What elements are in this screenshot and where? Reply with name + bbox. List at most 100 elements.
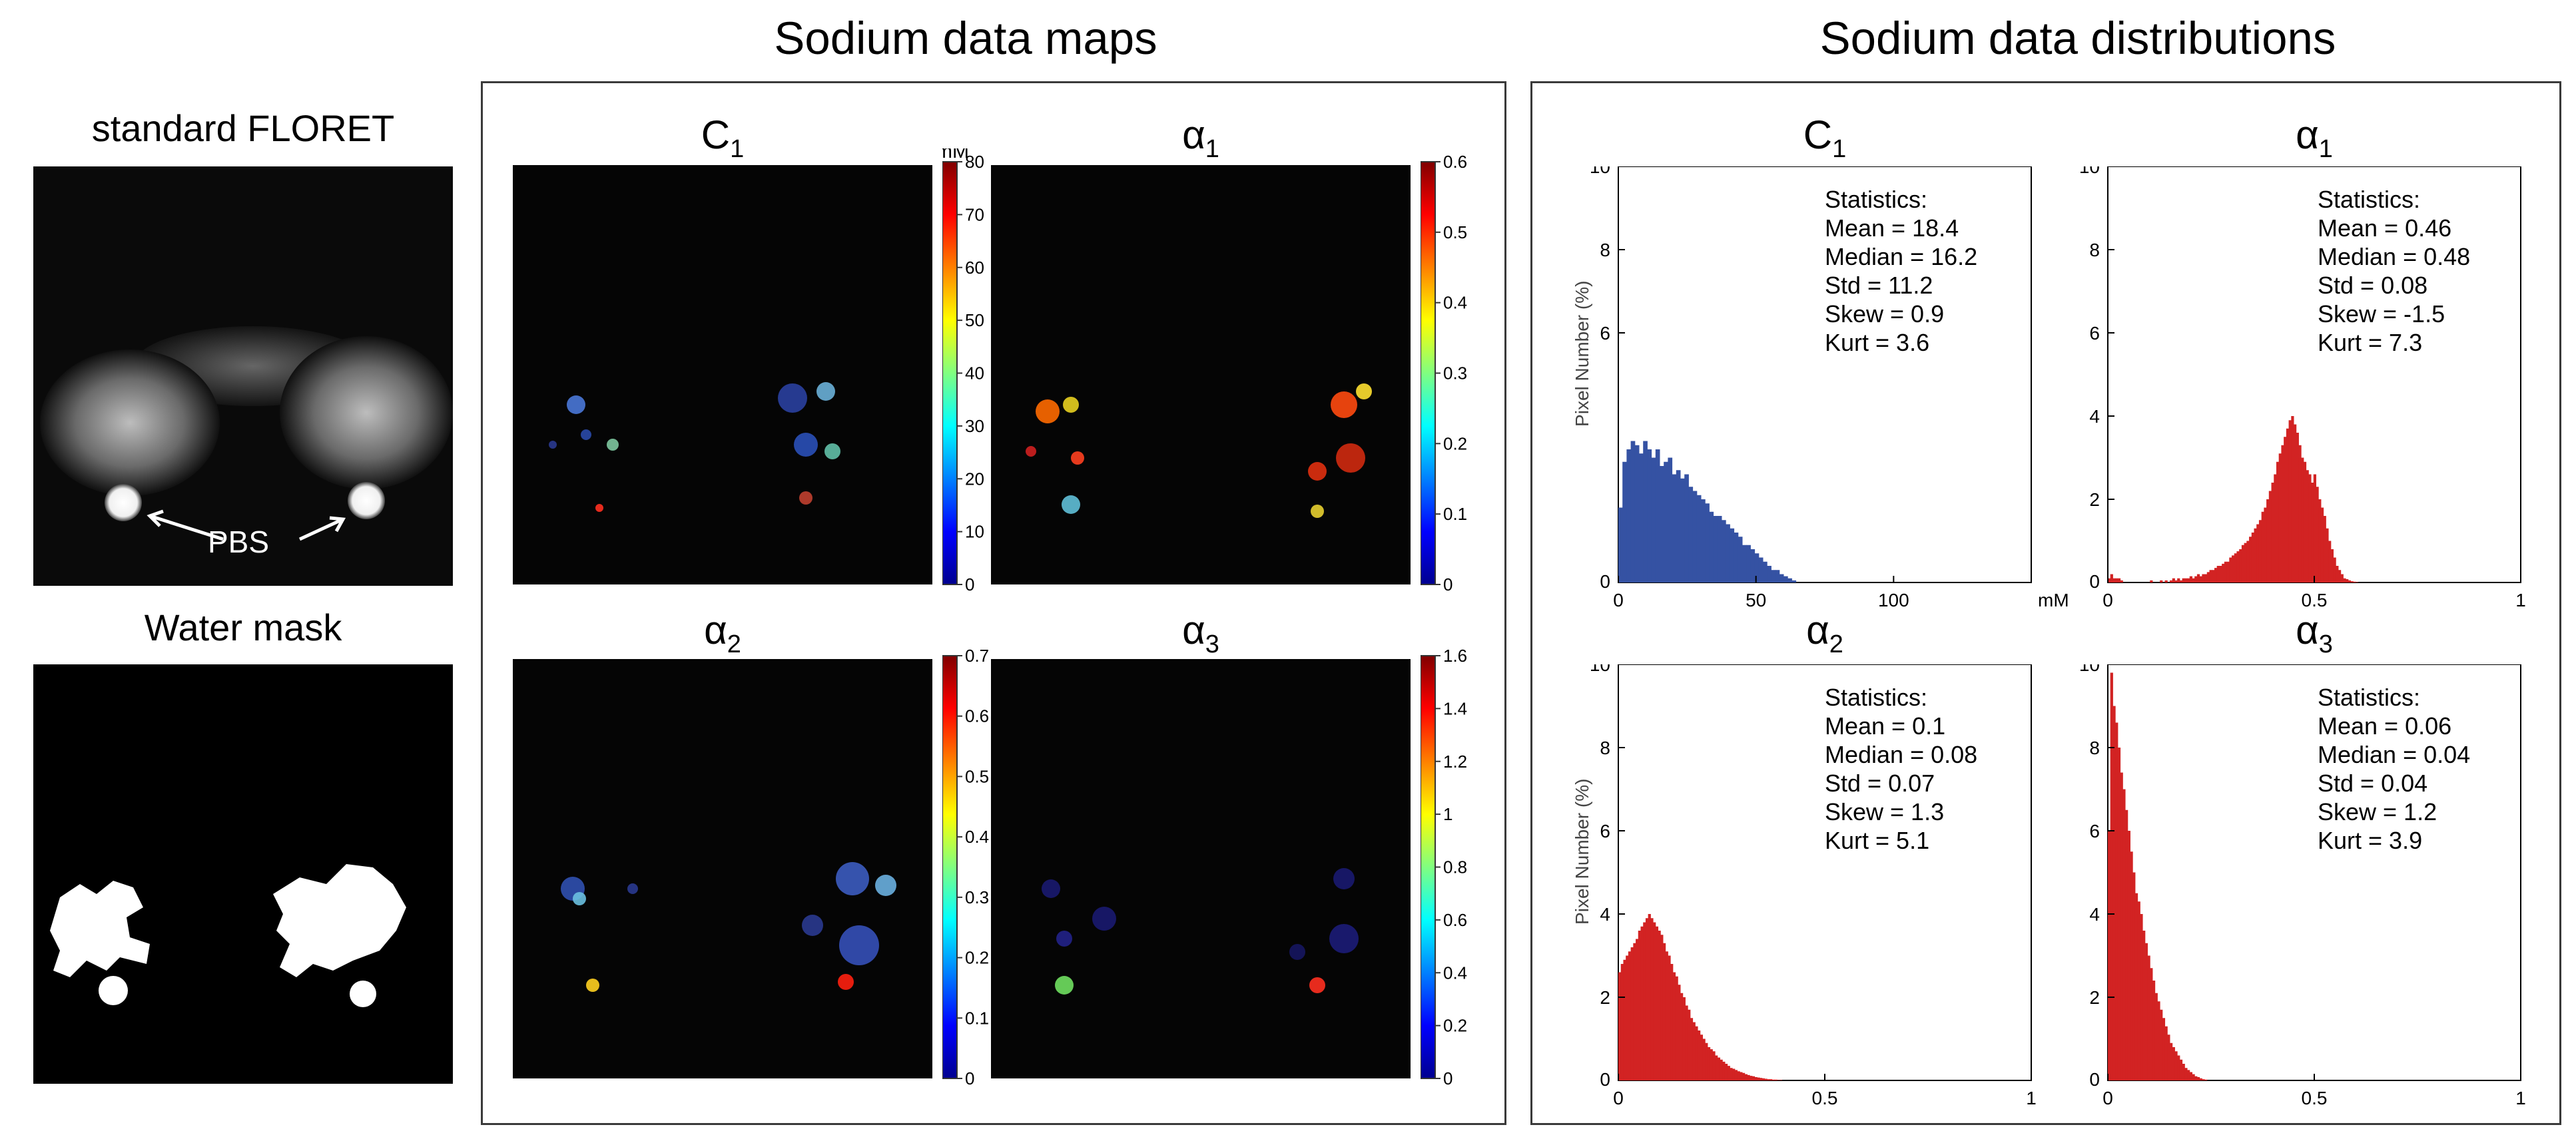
histogram-bar [1623,959,1626,1080]
histogram-bar [1626,449,1632,582]
colorbar-0: 80 70 60 50 40 30 20 10 0 mM [942,148,984,594]
histogram-bar [2232,555,2235,582]
map-region [802,915,823,936]
mask-title: Water mask [144,606,342,648]
colorbar-tick: 0 [965,1068,974,1088]
sodium-map-1 [991,165,1411,584]
histogram-bar [1660,935,1664,1080]
stats-line: Mean = 18.4 [1825,214,1959,242]
histogram-bar [1724,1064,1728,1080]
histogram-bar [1732,1068,1736,1080]
sodium-map-svg [991,165,1411,584]
colorbar-tick: 0.1 [1443,504,1467,524]
histogram-bar [1692,1022,1696,1080]
stats-header: Statistics: [2318,186,2420,213]
histogram-bar [1643,441,1648,582]
histogram-bar [1684,474,1689,582]
histogram-bar [1633,943,1636,1080]
panel-title-main: α [704,608,727,652]
histogram-bar [2170,580,2173,582]
histogram-bar [1630,441,1636,582]
y-tick-label: 8 [2089,240,2100,260]
y-tick-label: 8 [2089,738,2100,758]
map-region [549,441,557,449]
histogram-bar [2326,528,2329,582]
histogram-bar [2117,748,2121,1080]
panel-title-subscript: 2 [1829,630,1843,658]
histogram-bar [2164,1026,2168,1080]
map-region [1026,446,1036,457]
histogram-bar [1634,445,1640,582]
panel-title-subscript: 1 [730,135,745,163]
map-region [586,979,599,992]
colorbar-2: 0.7 0.6 0.5 0.4 0.3 0.2 0.1 0 [942,646,989,1088]
histogram-bar [1744,1074,1748,1080]
histogram-0: 0 50 100 mM 10 8 6 0 Pixel Number (%) Statistics:… [1572,166,2069,610]
histogram-bar [2202,1079,2205,1080]
map-region [794,433,818,457]
map-title-3: α3 [991,607,1411,659]
histogram-bar [1742,545,1747,582]
map-region [778,383,807,413]
map-region [1063,397,1079,413]
y-tick-label: 6 [1600,323,1610,343]
histogram-bar [2298,445,2302,582]
histogram-bar [2142,931,2146,1080]
panel-title-subscript: 1 [2318,135,2333,163]
histogram-bar [1668,457,1673,582]
maps-frame [481,81,1506,1125]
histogram-bar [1668,955,1671,1080]
histogram-bar [2167,1034,2170,1080]
map-region [816,382,835,401]
panel-title-main: α [1182,608,1205,652]
map-region [836,862,869,895]
map-region [1289,944,1305,960]
histogram-bar [1712,1051,1716,1080]
colorbar-tick: 0.5 [965,766,989,786]
histogram-bar [1707,1047,1711,1080]
histogram-bar [2251,533,2254,582]
histogram-bar [1746,545,1751,582]
colorbar-tick: 0.2 [1443,1016,1467,1036]
histogram-bar [2318,499,2322,582]
colorbar-tick: 1 [1443,804,1452,824]
histogram-bar [2216,566,2220,582]
histogram-1: 0 0.5 1 10 8 6 4 2 0 Statistics:Mean = 0.46Median… [2079,166,2526,610]
map-region [595,504,603,512]
colorbar-tick: 1.6 [1443,646,1467,666]
map-region [581,429,591,440]
histogram-bar [1787,578,1792,582]
histogram-bar [2137,901,2140,1080]
histogram-bar [2199,576,2202,582]
histogram-bar [1640,926,1644,1080]
histogram-bar [2179,1059,2183,1080]
histogram-bar [1682,997,1686,1080]
histogram-bar [1670,964,1674,1080]
panel-title-subscript: 3 [1205,630,1219,658]
hist-title-1: α1 [2108,112,2521,164]
histogram-bar [1710,1049,1713,1080]
panel-title-main: α [1806,608,1829,652]
y-tick-label: 2 [2089,489,2100,510]
colorbar-tick: 0.8 [1443,857,1467,877]
histogram-bar [2294,424,2297,582]
histogram-bar [1705,503,1710,582]
histogram-bar [1653,922,1656,1080]
histogram-bar [2284,437,2287,582]
stats-line: Std = 0.08 [2318,272,2427,299]
x-axis-unit: mM [2038,590,2069,610]
map-region [1329,924,1359,953]
histogram-bar [2187,1070,2190,1080]
histogram-3: 0 0.5 1 10 8 6 4 2 0 Statistics:Mean = 0.06Median… [2079,664,2526,1108]
colorbar-tick: 0 [1443,574,1452,594]
histogram-bar [1662,943,1666,1080]
histogram-bar [2112,706,2116,1080]
histogram-bar [2108,831,2111,1080]
histogram-bar [1752,1076,1756,1080]
histogram-bar [1750,1076,1753,1080]
histogram-bar [1722,1061,1726,1080]
colorbar-tick: 0.4 [1443,293,1467,313]
map-region [875,875,896,896]
histogram-bar [2115,578,2118,582]
y-tick-label: 10 [1590,166,1610,177]
